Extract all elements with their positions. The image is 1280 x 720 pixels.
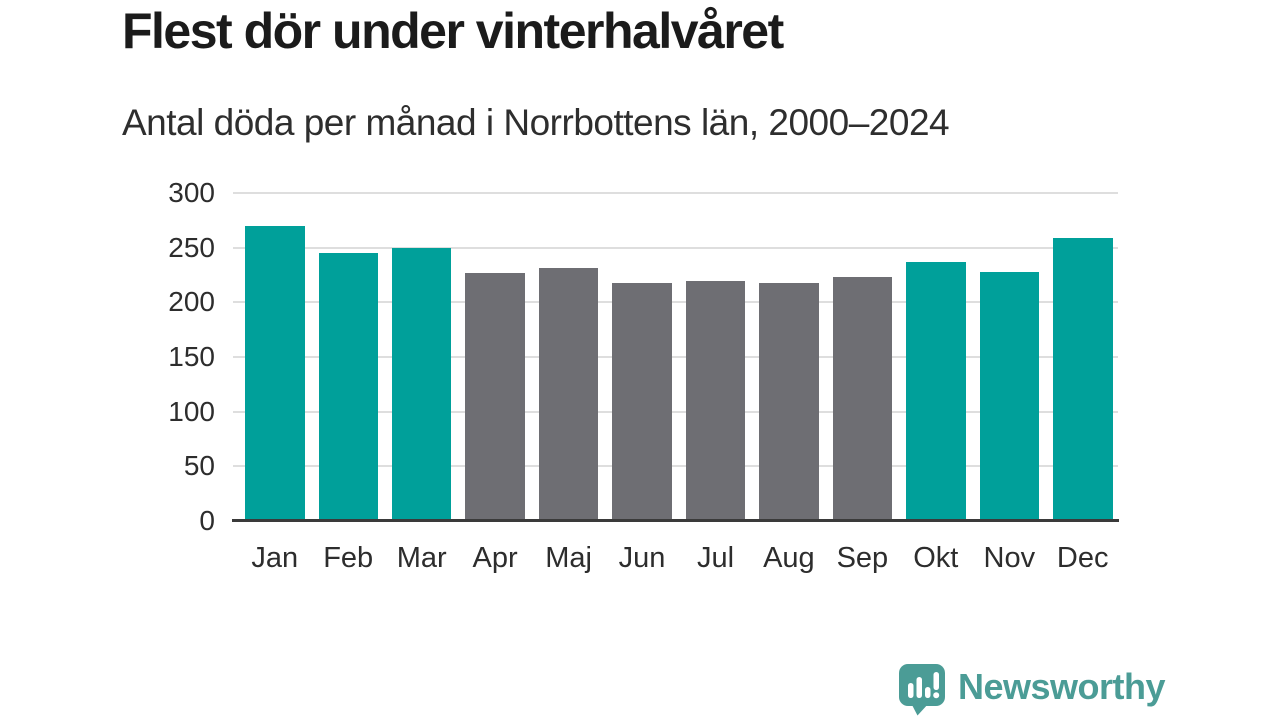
gridline-50 bbox=[233, 465, 1118, 468]
bar-nov bbox=[979, 271, 1039, 521]
x-axis-tick-label-aug: Aug bbox=[763, 542, 815, 574]
newsworthy-logo-icon bbox=[899, 664, 945, 716]
x-axis-tick-label-sep: Sep bbox=[836, 542, 889, 574]
y-axis-tick-label-50: 50 bbox=[183, 450, 215, 482]
gridline-100 bbox=[233, 410, 1118, 413]
x-axis-line bbox=[232, 519, 1119, 522]
bar-mar bbox=[391, 247, 452, 521]
x-axis-tick-label-maj: Maj bbox=[545, 542, 592, 574]
bar-jun bbox=[612, 282, 672, 521]
chart-subtitle: Antal döda per månad i Norrbottens län, … bbox=[122, 102, 950, 143]
bar-dec bbox=[1053, 237, 1113, 521]
x-axis-tick-label-jun: Jun bbox=[618, 542, 666, 574]
y-axis-tick-label-300: 300 bbox=[168, 177, 215, 208]
bar-maj bbox=[538, 268, 599, 521]
y-axis-tick-label-0: 0 bbox=[199, 505, 215, 536]
bar-feb bbox=[318, 253, 378, 521]
x-axis-tick-label-jan: Jan bbox=[251, 542, 299, 574]
y-axis-tick-label-250: 250 bbox=[168, 231, 215, 263]
x-axis-tick-label-apr: Apr bbox=[472, 542, 518, 574]
bar-chart-plot-area bbox=[233, 192, 1118, 521]
gridline-250 bbox=[233, 246, 1118, 249]
y-axis-tick-label-100: 100 bbox=[168, 395, 215, 427]
x-axis-tick-label-feb: Feb bbox=[323, 542, 374, 574]
x-axis-tick-label-okt: Okt bbox=[913, 542, 959, 574]
bar-jul bbox=[685, 280, 746, 521]
x-axis: Jan Feb Mar Apr Maj Jun Jul Aug Sep Okt Nov Dec bbox=[233, 541, 1118, 579]
bar-apr bbox=[465, 272, 525, 521]
bar-sep bbox=[832, 277, 893, 521]
y-axis: 0 50 100 150 200 250 300 bbox=[0, 177, 215, 536]
gridline-150 bbox=[233, 356, 1118, 358]
brand-logo: Newsworthy bbox=[898, 663, 1166, 716]
gridline-200 bbox=[233, 301, 1118, 304]
gridline-300 bbox=[233, 192, 1118, 194]
page-title: Flest dör under vinterhalvåret bbox=[122, 3, 784, 59]
bar-jan bbox=[245, 225, 305, 521]
y-axis-tick-label-150: 150 bbox=[168, 341, 215, 372]
x-axis-tick-label-nov: Nov bbox=[983, 542, 1036, 574]
x-axis-tick-label-jul: Jul bbox=[696, 542, 735, 574]
bar-okt bbox=[906, 261, 966, 521]
bar-aug bbox=[759, 282, 819, 521]
x-axis-tick-label-mar: Mar bbox=[396, 542, 447, 574]
x-axis-tick-label-dec: Dec bbox=[1056, 542, 1109, 574]
y-axis-tick-label-200: 200 bbox=[168, 286, 215, 318]
brand-name: Newsworthy bbox=[958, 666, 1166, 707]
